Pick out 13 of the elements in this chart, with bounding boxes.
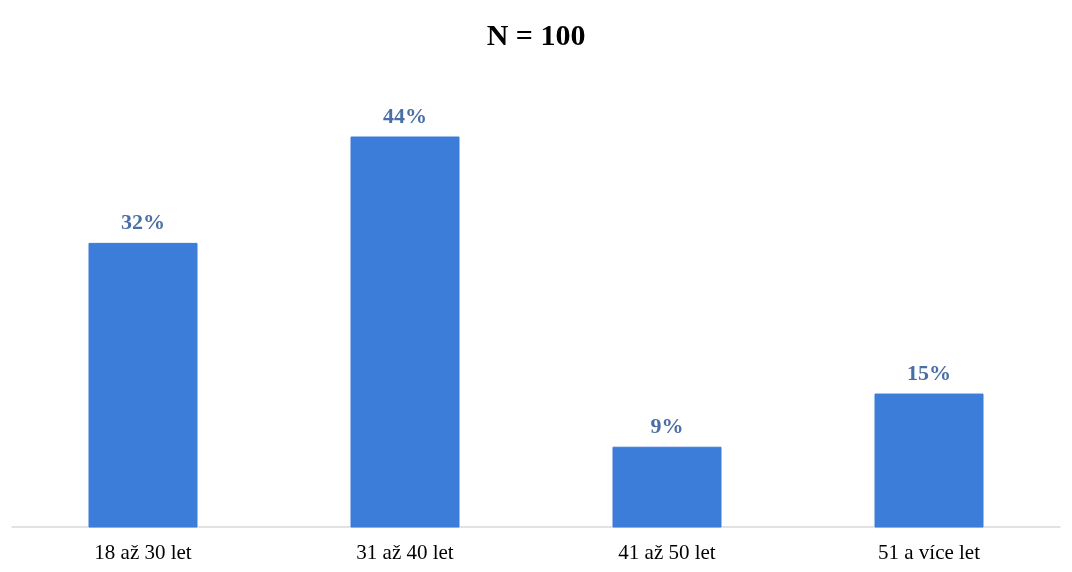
- x-tick-label: 51 a více let: [877, 539, 981, 564]
- bar: [612, 446, 722, 528]
- x-tick-label: 18 až 30 let: [94, 539, 192, 564]
- chart-title: N = 100: [486, 17, 586, 51]
- bar: [350, 136, 460, 528]
- data-label: 9%: [650, 413, 684, 439]
- data-label: 32%: [121, 209, 165, 235]
- x-tick-label: 41 až 50 let: [618, 539, 716, 564]
- data-label: 15%: [907, 360, 951, 386]
- data-label: 44%: [383, 103, 427, 128]
- x-tick-label: 31 až 40 let: [356, 539, 454, 564]
- bar: [874, 393, 984, 528]
- bar: [88, 242, 198, 528]
